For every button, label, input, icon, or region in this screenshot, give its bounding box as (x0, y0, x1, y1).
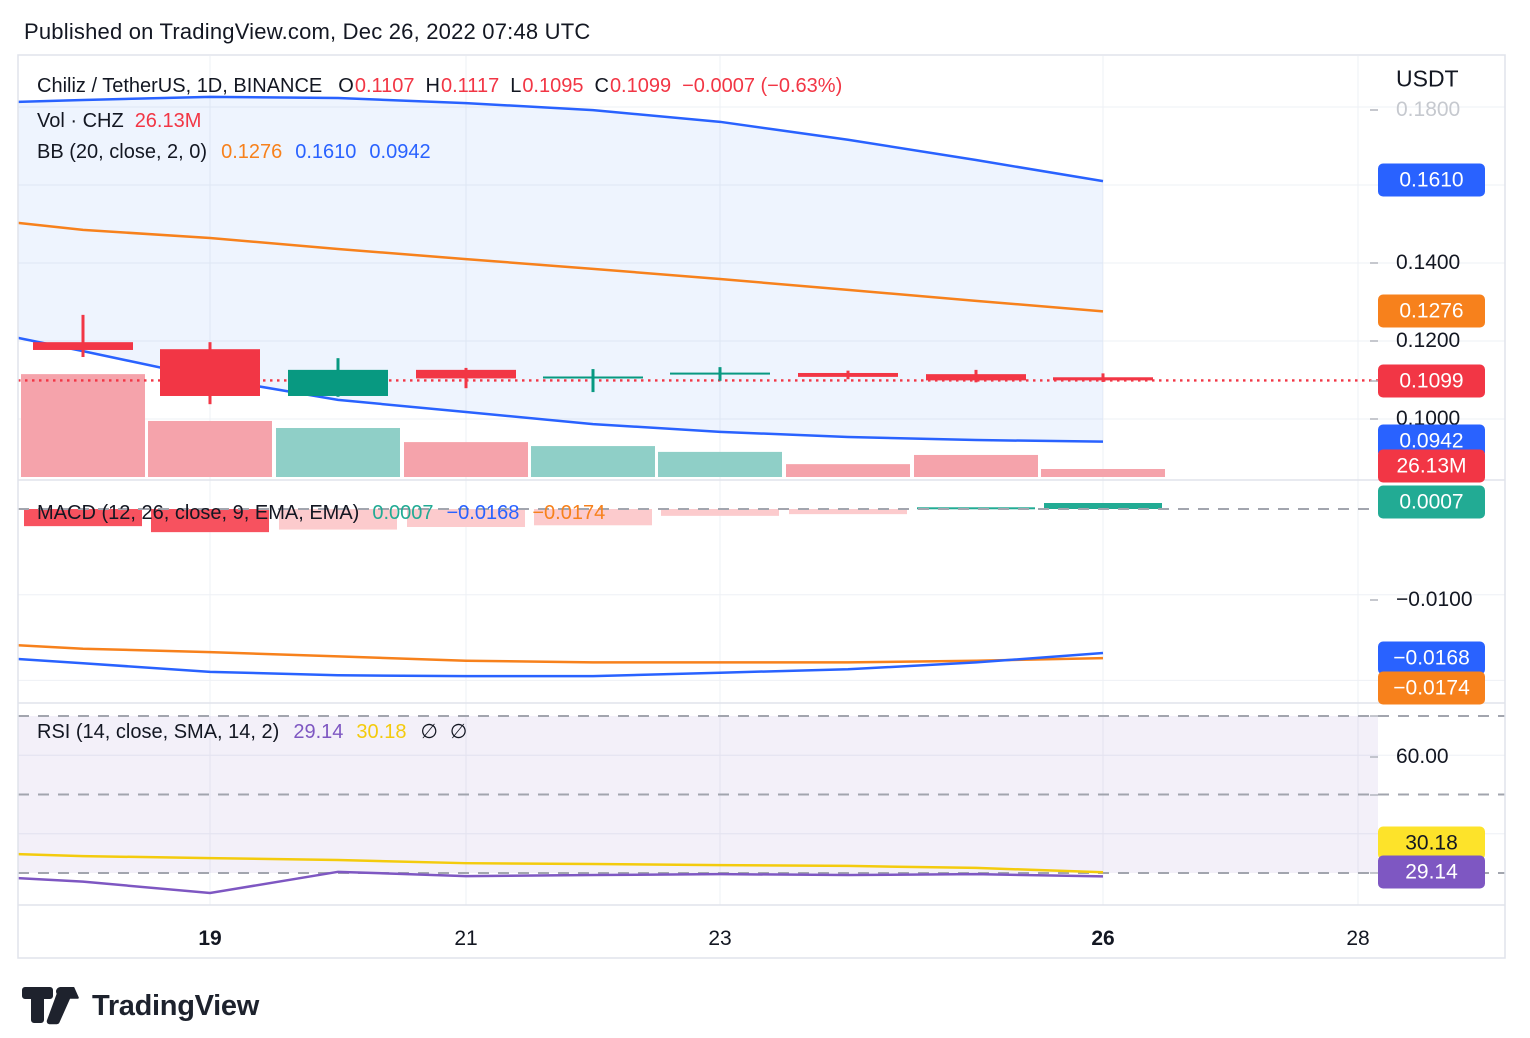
legend-part: −0.0174 (532, 502, 606, 524)
price-badge: 0.1099 (1378, 364, 1485, 398)
legend-part: BB (20, close, 2, 0) (37, 141, 208, 163)
bb-fill (18, 96, 1103, 442)
time-axis-label[interactable]: 21 (454, 927, 478, 950)
legend-part: ∅ (420, 721, 438, 743)
volume-legend[interactable]: Vol · CHZ 26.13M (37, 108, 201, 134)
legend-part: 0.1610 (295, 141, 357, 163)
macd-histogram-bar (789, 509, 907, 515)
time-axis-label[interactable]: 28 (1346, 927, 1370, 950)
price-badge: −0.0168 (1378, 641, 1485, 675)
candle-body (670, 372, 770, 375)
price-axis-label: USDT (1396, 65, 1459, 92)
price-axis-label: −0.0100 (1396, 588, 1473, 611)
candle-body (416, 369, 516, 379)
volume-bar (786, 464, 910, 477)
price-axis-label: 0.1200 (1396, 329, 1461, 352)
bb-lower-line (17, 336, 1104, 443)
legend-part: O (338, 75, 354, 97)
candle-body (33, 342, 133, 350)
volume-bar (658, 451, 782, 477)
bb-upper-line (17, 95, 1104, 183)
published-on-line: Published on TradingView.com, Dec 26, 20… (24, 19, 591, 44)
volume-bar (148, 420, 272, 477)
volume-bar (914, 454, 1038, 477)
symbol-legend[interactable]: Chiliz / TetherUS, 1D, BINANCE O0.1107 H0.… (37, 73, 842, 99)
candle-body (288, 369, 388, 396)
volume-bar (276, 428, 400, 477)
legend-part: Chiliz / TetherUS, 1D, BINANCE (37, 75, 323, 97)
footer-brand: TradingView (22, 986, 259, 1026)
brand-wordmark: TradingView (92, 989, 259, 1022)
legend-part: C (594, 75, 609, 97)
time-axis-label[interactable]: 19 (198, 927, 222, 950)
price-badge: 0.1276 (1378, 294, 1485, 328)
legend-part: 0.1095 (522, 75, 584, 97)
time-axis-label[interactable]: 26 (1091, 927, 1115, 950)
volume-bar (531, 446, 655, 477)
tradingview-logo-icon (22, 986, 79, 1025)
macd-histogram-bar (151, 509, 269, 533)
legend-part: 0.1107 (354, 75, 415, 97)
legend-part: 0.1099 (609, 75, 672, 97)
macd-histogram-bar (279, 509, 397, 530)
price-axis-label: 60.00 (1396, 745, 1449, 768)
macd-legend[interactable]: MACD (12, 26, close, 9, EMA, EMA) 0.0007−… (37, 500, 605, 526)
volume-bar (404, 442, 528, 477)
candle-body (160, 349, 260, 396)
bb-legend[interactable]: BB (20, close, 2, 0) 0.1276 0.1610 0.0942 (37, 139, 431, 165)
macd-histogram-bar (24, 509, 142, 527)
legend-part: 29.14 (293, 721, 344, 743)
macd-histogram-bar (661, 509, 779, 516)
macd-histogram-bar (1044, 503, 1162, 509)
legend-part: 0.0942 (369, 141, 431, 163)
macd-histogram-bar (407, 509, 525, 527)
rsi-line (17, 870, 1104, 895)
legend-part: MACD (12, 26, close, 9, EMA, EMA) (37, 502, 360, 524)
legend-part: 30.18 (356, 721, 407, 743)
macd-histogram-bar (917, 507, 1035, 510)
price-badge: 30.18 (1378, 826, 1485, 860)
legend-part: 0.0007 (372, 502, 434, 524)
candle-body (798, 372, 898, 377)
macd-signal-line (17, 644, 1104, 664)
price-badge: 29.14 (1378, 855, 1485, 889)
price-badge: −0.0174 (1378, 671, 1485, 705)
macd-histogram-bar (534, 509, 652, 526)
bb-basis-line (17, 221, 1104, 313)
price-badge: 0.0007 (1378, 485, 1485, 519)
legend-part: H (425, 75, 440, 97)
price-badge: 0.1610 (1378, 163, 1485, 197)
rsi-ma-line (17, 852, 1104, 874)
price-axis-label: 0.1800 (1396, 98, 1461, 121)
price-badge: 26.13M (1378, 449, 1485, 483)
legend-part: −0.0168 (446, 502, 520, 524)
legend-part: 0.1276 (221, 141, 283, 163)
legend-part: 26.13M (134, 110, 202, 132)
legend-part: −0.0007 (−0.63%) (682, 75, 843, 97)
price-axis-label: 0.1400 (1396, 251, 1461, 274)
legend-part: RSI (14, close, SMA, 14, 2) (37, 721, 280, 743)
candle-body (543, 376, 643, 379)
candle-body (1053, 377, 1153, 381)
rsi-legend[interactable]: RSI (14, close, SMA, 14, 2) 29.14 30.18 ∅ ∅ (37, 719, 467, 745)
legend-part: Vol · CHZ (37, 110, 124, 132)
legend-part: 0.1117 (440, 75, 500, 97)
volume-bar (21, 374, 145, 477)
macd-line (17, 651, 1104, 678)
legend-part: ∅ (449, 721, 468, 743)
price-axis-label: 0.1000 (1396, 407, 1461, 430)
legend-part: L (510, 75, 522, 97)
time-axis-label[interactable]: 23 (708, 927, 732, 950)
volume-bar (1041, 468, 1165, 477)
candle-body (926, 374, 1026, 381)
chart-border (17, 54, 1506, 959)
